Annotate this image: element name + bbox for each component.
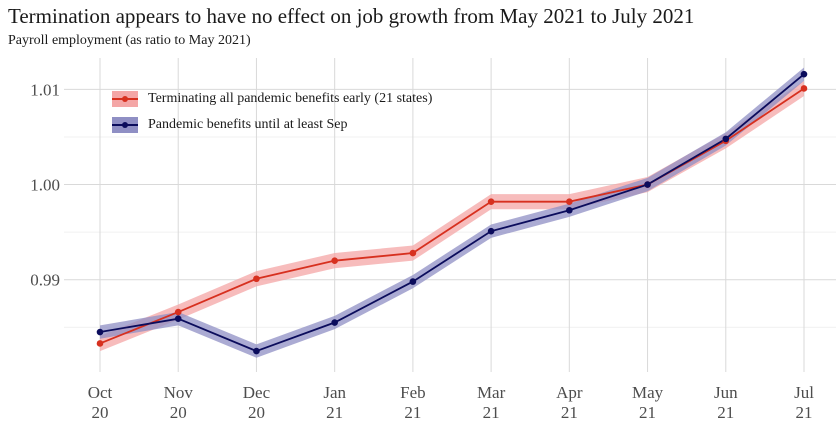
x-tick-label-year: 21 (796, 403, 813, 422)
data-point-early-termination (253, 275, 260, 283)
data-point-early-termination (487, 198, 495, 205)
x-tick-label-year: 21 (717, 403, 734, 422)
chart-title: Termination appears to have no effect on… (8, 4, 695, 28)
y-tick-label: 1.00 (30, 176, 60, 195)
series-line-benefits-until-sep (99, 73, 805, 353)
data-point-benefits-until-sep (174, 315, 182, 323)
data-point-early-termination (566, 198, 573, 205)
y-tick-label: 1.01 (30, 80, 60, 99)
data-point-benefits-until-sep (253, 347, 260, 355)
x-tick-label-year: 21 (326, 403, 343, 422)
x-tick-label-month: Dec (243, 383, 271, 402)
data-point-early-termination (409, 249, 417, 257)
data-point-early-termination (331, 257, 338, 264)
x-tick-label-month: Apr (556, 383, 583, 402)
data-point-benefits-until-sep (566, 206, 573, 214)
legend: Terminating all pandemic benefits early … (112, 86, 432, 138)
data-point-benefits-until-sep (96, 328, 104, 336)
x-tick-label-month: May (632, 383, 664, 402)
x-tick-label-month: Jun (714, 383, 738, 402)
x-tick-label-month: Jan (323, 383, 346, 402)
x-tick-label-month: Jul (794, 383, 814, 402)
x-tick-label-year: 21 (404, 403, 421, 422)
data-point-early-termination (174, 308, 182, 316)
x-tick-label-month: Feb (400, 383, 426, 402)
chart-subtitle: Payroll employment (as ratio to May 2021… (8, 33, 251, 48)
y-tick-label: 0.99 (30, 271, 60, 290)
x-tick-label-year: 21 (639, 403, 656, 422)
data-point-benefits-until-sep (331, 319, 338, 326)
legend-item-early-termination: Terminating all pandemic benefits early … (112, 86, 432, 112)
x-axis: Oct20Nov20Dec20Jan21Feb21Mar21Apr21May21… (88, 383, 814, 422)
series-lines (99, 73, 805, 353)
series-points (96, 70, 808, 355)
legend-label-benefits-until-sep: Pandemic benefits until at least Sep (148, 117, 348, 132)
legend-key-early-termination (112, 88, 138, 110)
data-point-benefits-until-sep (487, 227, 495, 235)
x-tick-label-year: 20 (248, 403, 265, 422)
x-tick-label-month: Mar (477, 383, 506, 402)
x-tick-label-year: 20 (92, 403, 109, 422)
x-tick-label-year: 21 (483, 403, 500, 422)
legend-label-early-termination: Terminating all pandemic benefits early … (148, 91, 433, 106)
data-point-benefits-until-sep (644, 181, 651, 188)
x-tick-label-month: Nov (164, 383, 194, 402)
legend-item-benefits-until-sep: Pandemic benefits until at least Sep (112, 112, 432, 138)
data-point-benefits-until-sep (409, 278, 417, 285)
data-point-benefits-until-sep (722, 135, 730, 143)
data-point-early-termination (96, 340, 104, 347)
data-point-early-termination (800, 85, 808, 92)
y-axis: 0.99 1.00 1.01 (30, 80, 60, 289)
x-tick-label-month: Oct (88, 383, 113, 402)
x-tick-label-year: 21 (561, 403, 578, 422)
legend-key-benefits-until-sep (112, 114, 138, 136)
data-point-benefits-until-sep (800, 70, 808, 78)
x-tick-label-year: 20 (170, 403, 187, 422)
